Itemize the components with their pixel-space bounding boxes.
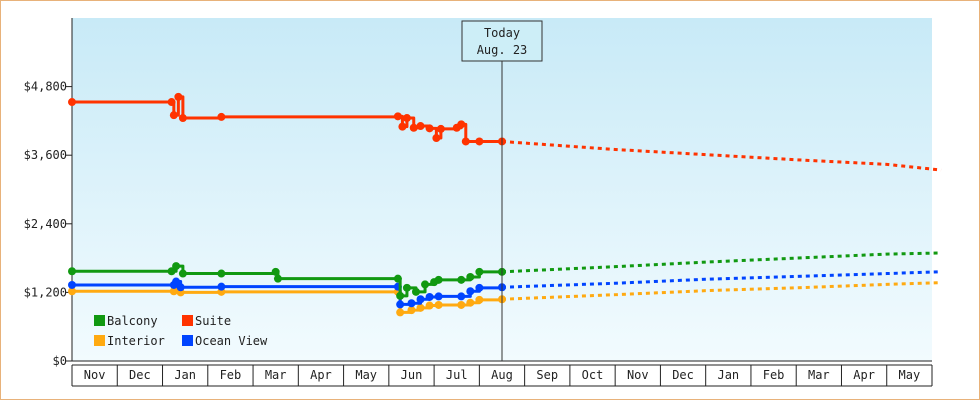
x-tick-label: Jan [717,368,739,382]
suite-point [398,122,407,131]
interior-point [425,301,434,310]
ocean-view-point [217,282,226,291]
ocean-view-point [434,292,443,301]
y-tick-label: $0 [53,354,67,368]
x-tick-label: Nov [84,368,106,382]
suite-point [167,98,176,107]
ocean-view-point [457,292,466,301]
interior-point [475,295,484,304]
balcony-point [434,275,443,284]
balcony-point [178,269,187,278]
x-tick-label: Apr [310,368,332,382]
legend-label-balcony: Balcony [107,314,158,328]
x-tick-label: Jul [446,368,468,382]
interior-point [68,287,76,296]
ocean-view-point [466,287,475,296]
legend-label-ocean-view: Ocean View [195,334,268,348]
today-callout-box [461,20,543,62]
ocean-view-point [68,280,76,289]
balcony-point [421,280,430,289]
x-tick-label: Jan [174,368,196,382]
balcony-point [271,267,280,276]
balcony-point [412,287,420,296]
legend-swatch-interior [94,335,105,346]
balcony-forecast-line [501,251,942,274]
x-tick-label: Mar [808,368,830,382]
suite-point [416,122,425,131]
interior-point [416,303,425,312]
suite-point [393,112,402,121]
balcony-point [217,269,226,278]
legend-label-suite: Suite [195,314,231,328]
x-tick-label: Aug [491,368,513,382]
suite-point [174,92,183,101]
suite-point [425,124,434,133]
x-tick-label: Feb [220,368,242,382]
x-tick-label: Dec [672,368,694,382]
ocean-view-point [425,292,434,301]
legend-swatch-suite [182,315,193,326]
interior-point [396,308,405,317]
x-tick-label: Oct [582,368,604,382]
interior-point [407,306,416,315]
balcony-point [172,262,181,271]
interior-point [434,300,443,309]
legend-swatch-ocean-view [182,335,193,346]
x-tick-label: Mar [265,368,287,382]
suite-point [475,137,484,146]
suite-point [432,134,441,143]
interior-point [457,300,466,309]
balcony-point [402,283,411,292]
ocean-view-point [416,295,425,304]
balcony-point [273,274,282,283]
ocean-view-forecast-line [501,270,942,289]
suite-point [409,123,418,132]
interior-point [466,298,475,307]
suite-forecast-line [501,139,942,172]
y-tick-label: $2,400 [24,217,67,231]
balcony-point [68,267,76,276]
balcony-point [466,272,475,281]
today-label: Today [484,26,520,40]
suite-point [68,98,76,107]
y-tick-label: $3,600 [24,148,67,162]
balcony-point [393,274,402,283]
suite-point [457,120,466,129]
x-tick-label: Jun [401,368,423,382]
x-tick-label: Nov [627,368,649,382]
x-tick-label: May [899,368,921,382]
balcony-point [457,275,466,284]
balcony-point [396,291,405,300]
balcony-point [475,267,484,276]
interior-forecast-line [501,281,942,301]
y-tick-label: $1,200 [24,285,67,299]
ocean-view-point [475,283,484,292]
today-date: Aug. 23 [477,43,528,57]
ocean-view-point [176,283,185,292]
suite-point [461,137,470,146]
x-tick-label: May [355,368,377,382]
ocean-view-point [407,299,416,308]
y-tick-label: $4,800 [24,80,67,94]
x-tick-label: Feb [763,368,785,382]
balcony-point [167,267,176,276]
legend-label-interior: Interior [107,334,165,348]
suite-point [402,114,411,123]
x-tick-label: Dec [129,368,151,382]
x-tick-label: Sep [536,368,558,382]
suite-point [169,111,178,120]
suite-point [217,112,226,121]
ocean-view-point [396,300,405,309]
suite-point [436,124,445,133]
suite-point [178,114,187,123]
legend-swatch-balcony [94,315,105,326]
ocean-view-point [172,277,181,286]
x-tick-label: Apr [853,368,875,382]
